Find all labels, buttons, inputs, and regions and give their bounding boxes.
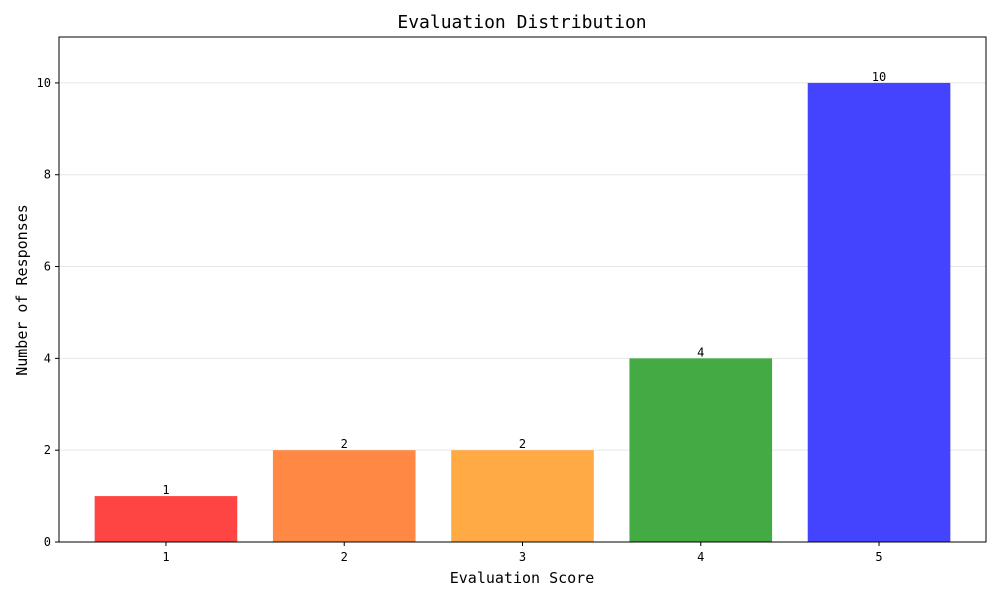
data-label-score-1: 1 [162, 483, 169, 497]
x-tick-label: 1 [162, 550, 169, 564]
bar-score-1 [94, 496, 238, 542]
bar-layer [94, 82, 951, 542]
data-label-score-4: 4 [697, 345, 704, 359]
data-label-layer: 1 2 2 4 10 [162, 70, 886, 497]
bar-score-5 [807, 82, 951, 542]
y-tick-label: 6 [44, 260, 51, 274]
x-axis-label: Evaluation Score [450, 569, 595, 587]
bar-score-4 [629, 358, 773, 542]
x-tick-label: 2 [341, 550, 348, 564]
x-tick-label: 5 [875, 550, 882, 564]
y-tick-label: 4 [44, 351, 51, 365]
data-label-score-3: 2 [519, 437, 526, 451]
y-axis-ticks: 0 2 4 6 8 10 [37, 76, 59, 549]
data-label-score-5: 10 [872, 70, 886, 84]
data-label-score-2: 2 [341, 437, 348, 451]
y-tick-label: 8 [44, 168, 51, 182]
y-axis-label: Number of Responses [13, 204, 31, 376]
y-tick-label: 2 [44, 443, 51, 457]
x-tick-label: 4 [697, 550, 704, 564]
x-axis-ticks: 1 2 3 4 5 [162, 542, 883, 564]
y-tick-label: 10 [37, 76, 51, 90]
chart-title: Evaluation Distribution [397, 12, 646, 33]
bar-score-3 [451, 450, 594, 542]
bar-score-2 [272, 450, 416, 542]
x-tick-label: 3 [519, 550, 526, 564]
y-tick-label: 0 [44, 535, 51, 549]
